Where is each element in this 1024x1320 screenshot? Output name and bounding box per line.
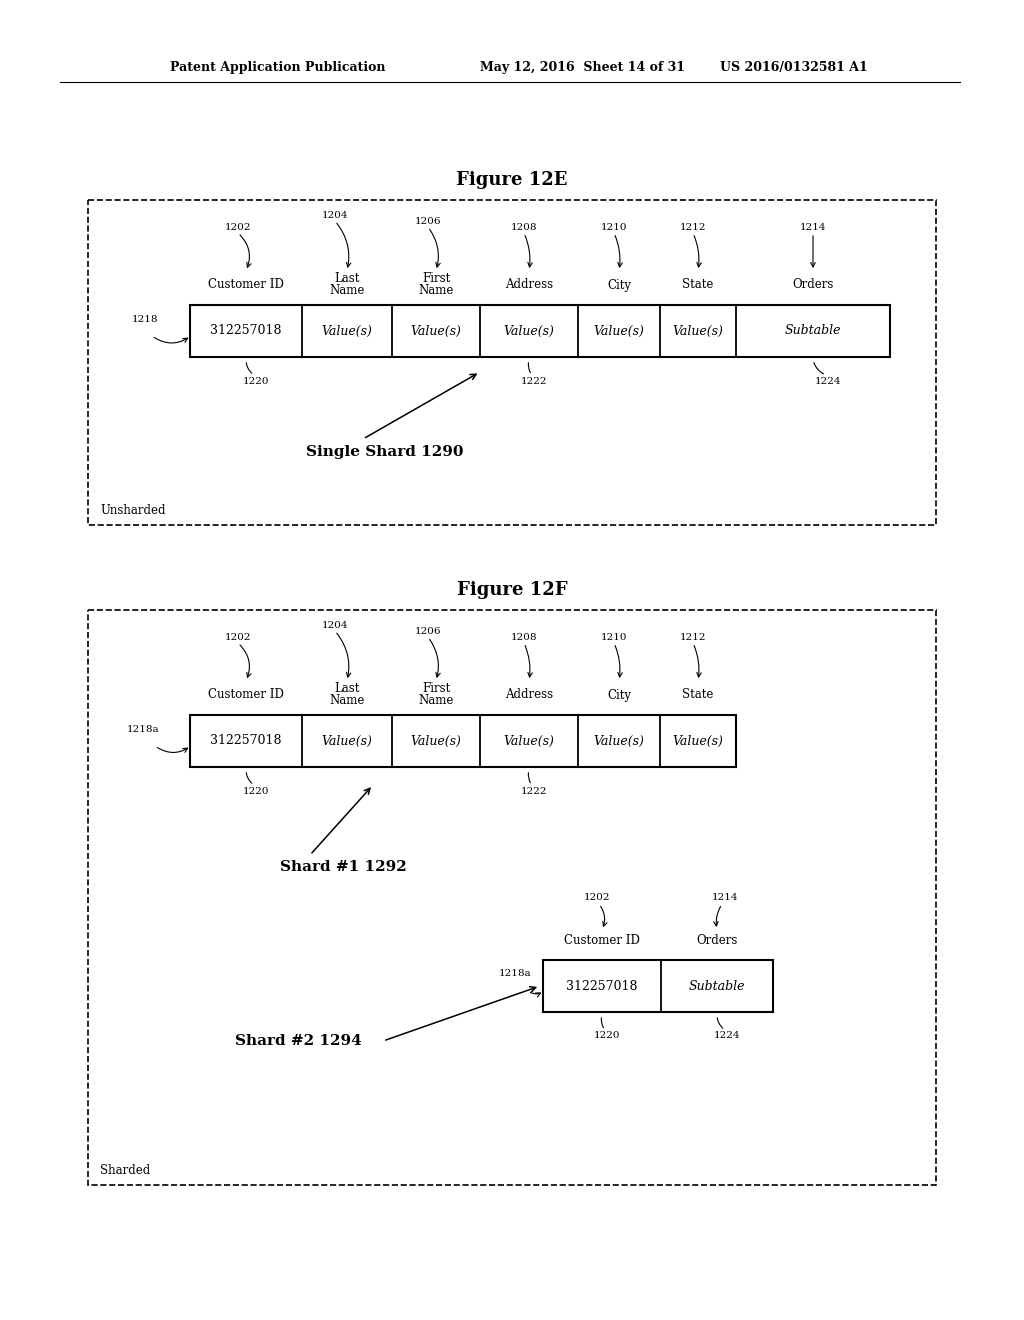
Text: Patent Application Publication: Patent Application Publication [170, 62, 385, 74]
Text: 312257018: 312257018 [210, 325, 282, 338]
Text: May 12, 2016  Sheet 14 of 31: May 12, 2016 Sheet 14 of 31 [480, 62, 685, 74]
Text: 1212: 1212 [680, 632, 707, 642]
Text: First: First [422, 681, 451, 694]
Bar [88, 201, 936, 525]
Text: Orders: Orders [696, 933, 737, 946]
Text: Subtable: Subtable [784, 325, 842, 338]
Text: Sharded: Sharded [100, 1164, 151, 1177]
Text: Address: Address [505, 279, 553, 292]
Text: Value(s): Value(s) [504, 325, 554, 338]
Text: Value(s): Value(s) [594, 734, 644, 747]
Text: Name: Name [330, 693, 365, 706]
Text: Last: Last [334, 681, 359, 694]
Text: State: State [682, 279, 714, 292]
Text: 312257018: 312257018 [566, 979, 638, 993]
Text: State: State [682, 689, 714, 701]
Text: Value(s): Value(s) [411, 325, 462, 338]
Text: 1210: 1210 [601, 223, 628, 231]
Text: Orders: Orders [793, 279, 834, 292]
Text: 1214: 1214 [712, 894, 738, 903]
Text: City: City [607, 279, 631, 292]
Text: Value(s): Value(s) [411, 734, 462, 747]
Text: 1224: 1224 [714, 1031, 740, 1040]
Text: Value(s): Value(s) [673, 734, 723, 747]
Bar [543, 960, 773, 1012]
Text: 1218: 1218 [132, 314, 159, 323]
Text: Value(s): Value(s) [504, 734, 554, 747]
Text: 1220: 1220 [243, 787, 269, 796]
Bar [190, 305, 890, 356]
Bar [88, 610, 936, 1185]
Text: Shard #2 1294: Shard #2 1294 [234, 1034, 361, 1048]
Text: 1208: 1208 [511, 223, 538, 231]
Text: 1222: 1222 [521, 376, 547, 385]
Text: Figure 12E: Figure 12E [457, 172, 567, 189]
Text: 312257018: 312257018 [210, 734, 282, 747]
Text: Last: Last [334, 272, 359, 285]
Text: 1224: 1224 [815, 376, 842, 385]
Text: 1218a: 1218a [127, 725, 160, 734]
Text: Value(s): Value(s) [594, 325, 644, 338]
Text: Customer ID: Customer ID [564, 933, 640, 946]
Text: Customer ID: Customer ID [208, 689, 284, 701]
Text: Name: Name [419, 284, 454, 297]
Text: City: City [607, 689, 631, 701]
Text: First: First [422, 272, 451, 285]
Text: Name: Name [330, 284, 365, 297]
Text: Single Shard 1290: Single Shard 1290 [306, 445, 464, 459]
Text: 1206: 1206 [415, 216, 441, 226]
Text: 1218a: 1218a [499, 969, 531, 978]
Text: 1222: 1222 [521, 787, 547, 796]
Text: Value(s): Value(s) [322, 325, 373, 338]
Text: US 2016/0132581 A1: US 2016/0132581 A1 [720, 62, 867, 74]
Text: Subtable: Subtable [689, 979, 745, 993]
Text: Shard #1 1292: Shard #1 1292 [280, 861, 407, 874]
Text: 1204: 1204 [322, 210, 348, 219]
Text: 1212: 1212 [680, 223, 707, 231]
Text: Figure 12F: Figure 12F [457, 581, 567, 599]
Text: Customer ID: Customer ID [208, 279, 284, 292]
Text: 1202: 1202 [584, 894, 610, 903]
Text: 1220: 1220 [243, 376, 269, 385]
Text: 1220: 1220 [594, 1031, 621, 1040]
Text: Value(s): Value(s) [322, 734, 373, 747]
Text: Unsharded: Unsharded [100, 504, 166, 517]
Text: 1202: 1202 [224, 223, 251, 231]
Text: 1214: 1214 [800, 223, 826, 231]
Text: Value(s): Value(s) [673, 325, 723, 338]
Text: Address: Address [505, 689, 553, 701]
Text: 1210: 1210 [601, 632, 628, 642]
Text: 1208: 1208 [511, 632, 538, 642]
Text: 1202: 1202 [224, 632, 251, 642]
Text: 1204: 1204 [322, 620, 348, 630]
Text: Name: Name [419, 693, 454, 706]
Bar [190, 715, 736, 767]
Text: 1206: 1206 [415, 627, 441, 635]
